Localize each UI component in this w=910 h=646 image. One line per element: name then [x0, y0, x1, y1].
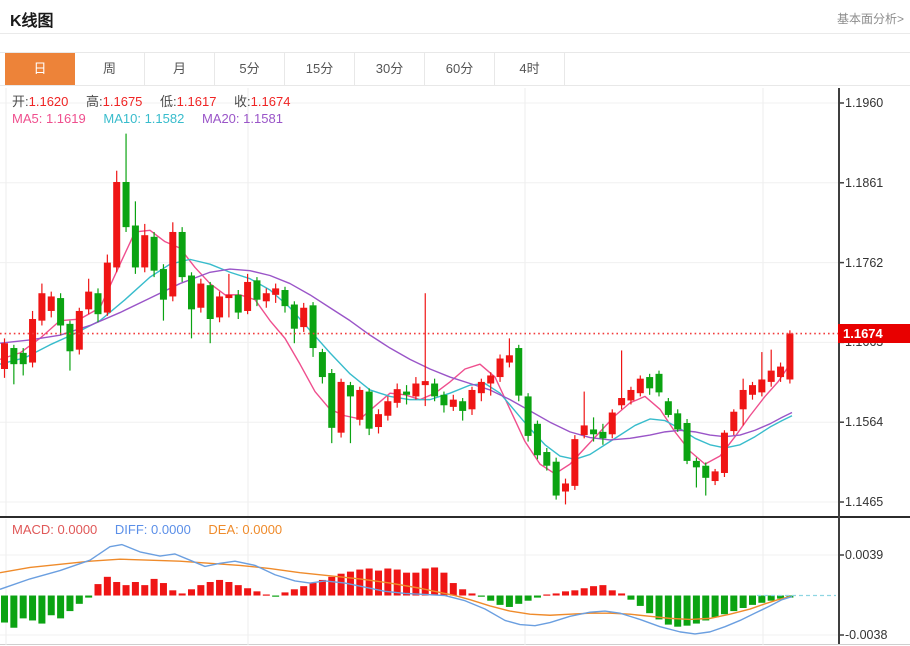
tab-day[interactable]: 日	[5, 53, 75, 85]
diff-value: DIFF: 0.0000	[114, 522, 191, 537]
ohlc-legend: 开:1.1620 高:1.1675 低:1.1617 收:1.1674	[12, 91, 304, 110]
page-title: K线图	[10, 13, 54, 30]
macd-axis-tick: -0.0038	[845, 628, 888, 642]
tab-15min[interactable]: 15分	[285, 53, 355, 85]
interval-tabs-row: 日 周 月 5分 15分 30分 60分 4时	[0, 52, 910, 86]
macd-chart[interactable]	[0, 519, 910, 645]
panel-divider	[0, 516, 910, 518]
macd-value: MACD: 0.0000	[12, 522, 98, 537]
macd-hist-layer	[1, 567, 794, 628]
y-axis-tick: 1.1762	[845, 255, 884, 270]
macd-grid-layer	[0, 519, 844, 645]
high-value: 高:1.1675	[86, 94, 143, 109]
tab-month[interactable]: 月	[145, 53, 215, 85]
chart-area: 开:1.1620 高:1.1675 低:1.1617 收:1.1674 MA5:…	[0, 88, 910, 645]
tab-5min[interactable]: 5分	[215, 53, 285, 85]
interval-tabs: 日 周 月 5分 15分 30分 60分 4时	[5, 53, 565, 85]
tab-4hour[interactable]: 4时	[495, 53, 565, 85]
fundamental-analysis-link[interactable]: 基本面分析>	[836, 12, 904, 26]
page-header: K线图 基本面分析>	[0, 0, 910, 34]
y-axis-tick: 1.1960	[845, 96, 884, 110]
macd-lines-layer	[0, 543, 793, 635]
y-axis-tick: 1.1465	[845, 495, 884, 509]
current-price-tag: 1.1674	[838, 324, 910, 344]
grid-layer	[0, 88, 844, 517]
macd-legend: MACD: 0.0000 DIFF: 0.0000 DEA: 0.0000	[12, 522, 296, 537]
price-axis-line	[838, 88, 840, 644]
close-value: 收:1.1674	[234, 94, 291, 109]
ma-legend: MA5: 1.1619 MA10: 1.1582 MA20: 1.1581	[12, 111, 297, 126]
open-value: 开:1.1620	[12, 94, 69, 109]
ma20-value: MA20: 1.1581	[201, 111, 283, 126]
macd-axis-tick: 0.0039	[845, 548, 884, 562]
tab-60min[interactable]: 60分	[425, 53, 495, 85]
ma10-value: MA10: 1.1582	[103, 111, 185, 126]
candlestick-chart[interactable]	[0, 88, 910, 517]
dea-value: DEA: 0.0000	[208, 522, 283, 537]
tab-30min[interactable]: 30分	[355, 53, 425, 85]
candles-layer	[1, 133, 794, 505]
tab-week[interactable]: 周	[75, 53, 145, 85]
low-value: 低:1.1617	[160, 94, 217, 109]
ma5-value: MA5: 1.1619	[12, 111, 86, 126]
y-axis-tick: 1.1564	[845, 415, 884, 430]
y-axis-tick: 1.1861	[845, 175, 884, 190]
